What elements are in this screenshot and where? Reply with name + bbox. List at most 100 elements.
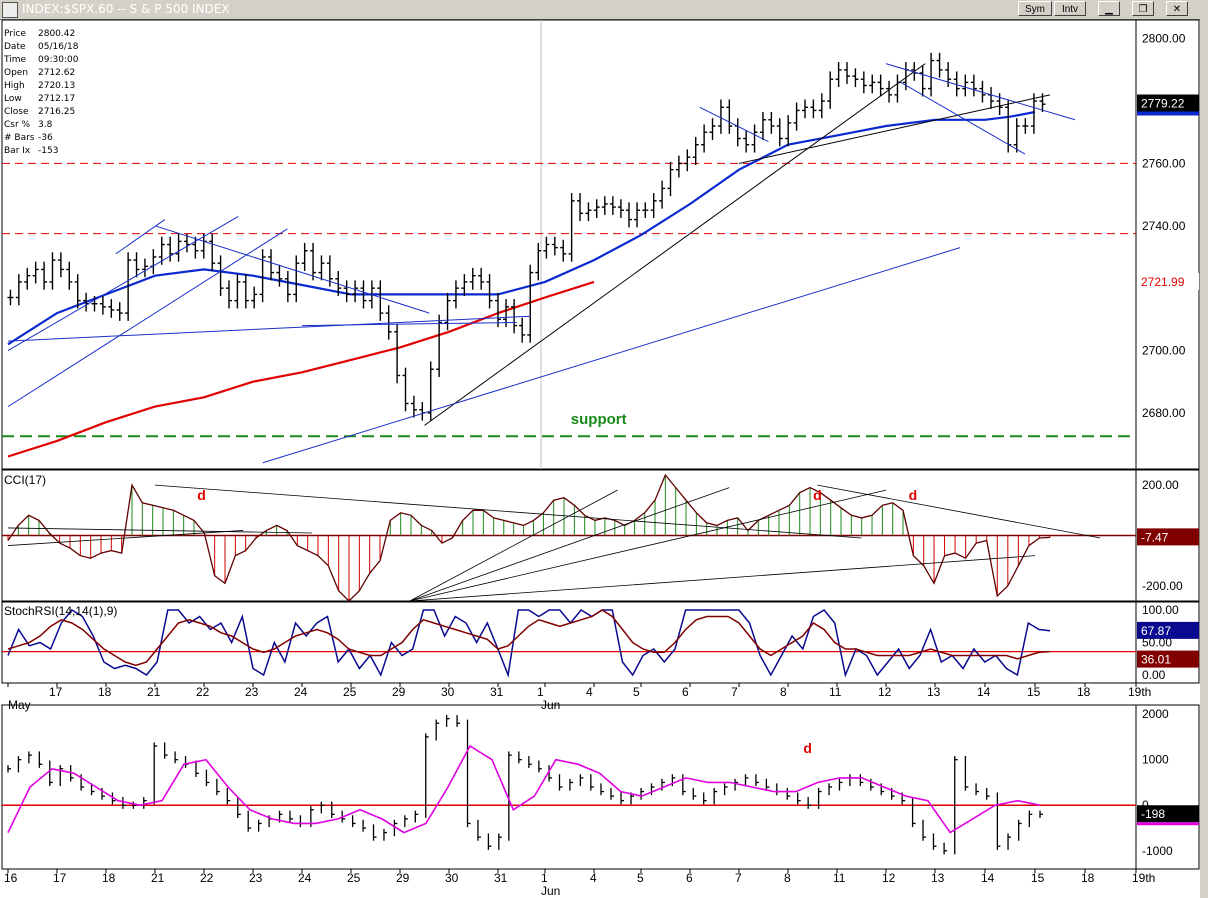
interval-button[interactable]: Intv: [1054, 1, 1086, 16]
price-bar: [436, 314, 443, 378]
price-bar: [852, 68, 859, 88]
oscillator-bar: [880, 783, 885, 796]
oscillator-bar: [257, 819, 262, 832]
window-titlebar: INDEX:$SPX.60 -- S & P 500 INDEX Sym Int…: [0, 0, 1208, 20]
oscillator-ma-marker: [1137, 822, 1199, 826]
price-bar: [32, 261, 39, 284]
y-tick-label: 2680.00: [1142, 406, 1186, 420]
oscillator-bar: [922, 819, 927, 841]
x-tick-label: 8: [784, 871, 791, 885]
x-tick-label: 29: [392, 685, 406, 699]
cci-trend-line: [7, 527, 312, 534]
data-window-row: Close 2716.25: [4, 106, 82, 119]
month-label: May: [8, 698, 31, 712]
stochd-value-label-bg: [1137, 650, 1199, 668]
data-window-row: Time 09:30:00: [4, 54, 82, 67]
window-title: INDEX:$SPX.60 -- S & P 500 INDEX: [22, 2, 230, 16]
price-bar: [928, 52, 935, 97]
oscillator-bar: [216, 778, 220, 796]
oscillator-bar: [1028, 810, 1033, 828]
stochrsi-panel: StochRSI(14,14(1),9): [2, 604, 1136, 678]
price-bar: [877, 74, 884, 97]
price-bar: [568, 193, 575, 262]
x-tick-label: 24: [294, 685, 308, 699]
data-window-row: Low 2712.17: [4, 93, 82, 106]
x-tick-label: 31: [490, 685, 504, 699]
price-bar: [835, 62, 842, 88]
panel-frame: [1, 19, 1200, 470]
x-tick-label: 31: [494, 871, 508, 885]
price-bar: [827, 71, 834, 109]
stochd-value-label-text: 36.01: [1141, 653, 1171, 667]
data-window-key: High: [4, 81, 25, 91]
price-bar: [894, 74, 901, 103]
data-window-row: Date 05/16/18: [4, 41, 82, 54]
data-window-value: 2800.42: [38, 29, 76, 39]
data-window-row: # Bars -36: [4, 132, 82, 145]
oscillator-bar: [734, 778, 739, 791]
x-tick-label: 16: [4, 871, 18, 885]
price-bar: [268, 249, 275, 281]
y-tick-label: 200.00: [1142, 478, 1179, 492]
symbol-button[interactable]: Sym: [1018, 1, 1052, 16]
price-bar: [551, 236, 558, 256]
price-bar: [394, 324, 401, 384]
stochd-value-label: 36.01: [1137, 650, 1199, 668]
price-bar: [818, 93, 825, 119]
price-bar: [494, 292, 501, 328]
price-bar: [108, 299, 115, 318]
price-bar: [167, 236, 174, 262]
oscillator-bar: [849, 774, 853, 787]
x-tick-label: 19th: [1128, 685, 1151, 699]
data-window-value: -36: [38, 133, 53, 143]
price-bar: [242, 274, 249, 309]
x-tick-label: 12: [878, 685, 892, 699]
price-bar: [57, 252, 64, 278]
price-bar: [209, 233, 216, 272]
price-bar: [751, 124, 758, 153]
restore-button[interactable]: ❐: [1132, 1, 1154, 16]
cci-line: [7, 473, 1051, 602]
oscillator-bar: [498, 833, 502, 850]
x-tick-label: 4: [590, 871, 597, 885]
oscillator-bar: [320, 801, 325, 814]
price-bar: [116, 302, 123, 321]
chart-window-icon[interactable]: [2, 2, 18, 18]
price-bar: [801, 99, 808, 119]
oscillator-bar: [723, 783, 728, 796]
oscillator-bar: [558, 774, 563, 791]
oscillator-bar: [640, 787, 645, 800]
cci-trend-line: [817, 484, 1101, 539]
oscillator-bar: [975, 783, 980, 796]
price-bar: [601, 196, 608, 215]
oscillator-bar: [744, 774, 749, 787]
oscillator-bar: [351, 815, 356, 828]
last-price-label: 2779.22: [1137, 94, 1199, 112]
x-tick-label: 6: [686, 871, 693, 885]
x-tick-label: 21: [151, 871, 165, 885]
price-bar: [844, 62, 851, 84]
oscillator-bar: [143, 797, 147, 809]
trend-line: [154, 225, 430, 314]
price-bar: [701, 124, 708, 153]
price-bar: [519, 317, 526, 343]
oscillator-bar: [518, 751, 522, 764]
divergence-marker: d: [803, 740, 812, 756]
close-button[interactable]: ✕: [1166, 1, 1188, 16]
oscillator-bar: [456, 715, 461, 727]
price-panel: support: [2, 52, 1136, 464]
minimize-button[interactable]: ▁: [1098, 1, 1120, 16]
oscillator-bar: [435, 719, 440, 741]
oscillator-value-label-bg: [1137, 805, 1199, 823]
price-bar: [692, 136, 699, 165]
y-tick-label: 100.00: [1142, 603, 1179, 617]
oscillator-bar: [237, 797, 241, 818]
y-tick-label: 2000: [1142, 707, 1169, 721]
chart-area[interactable]: support CCI(17)d d d StochRSI(14,14(1),9) …: [0, 19, 1200, 898]
price-bar: [726, 99, 733, 134]
oscillator-bar: [17, 756, 22, 773]
price-bar: [511, 299, 518, 334]
price-bar: [461, 274, 468, 296]
blue-ma-marker: [1137, 111, 1199, 116]
divergence-marker: d: [197, 487, 206, 503]
